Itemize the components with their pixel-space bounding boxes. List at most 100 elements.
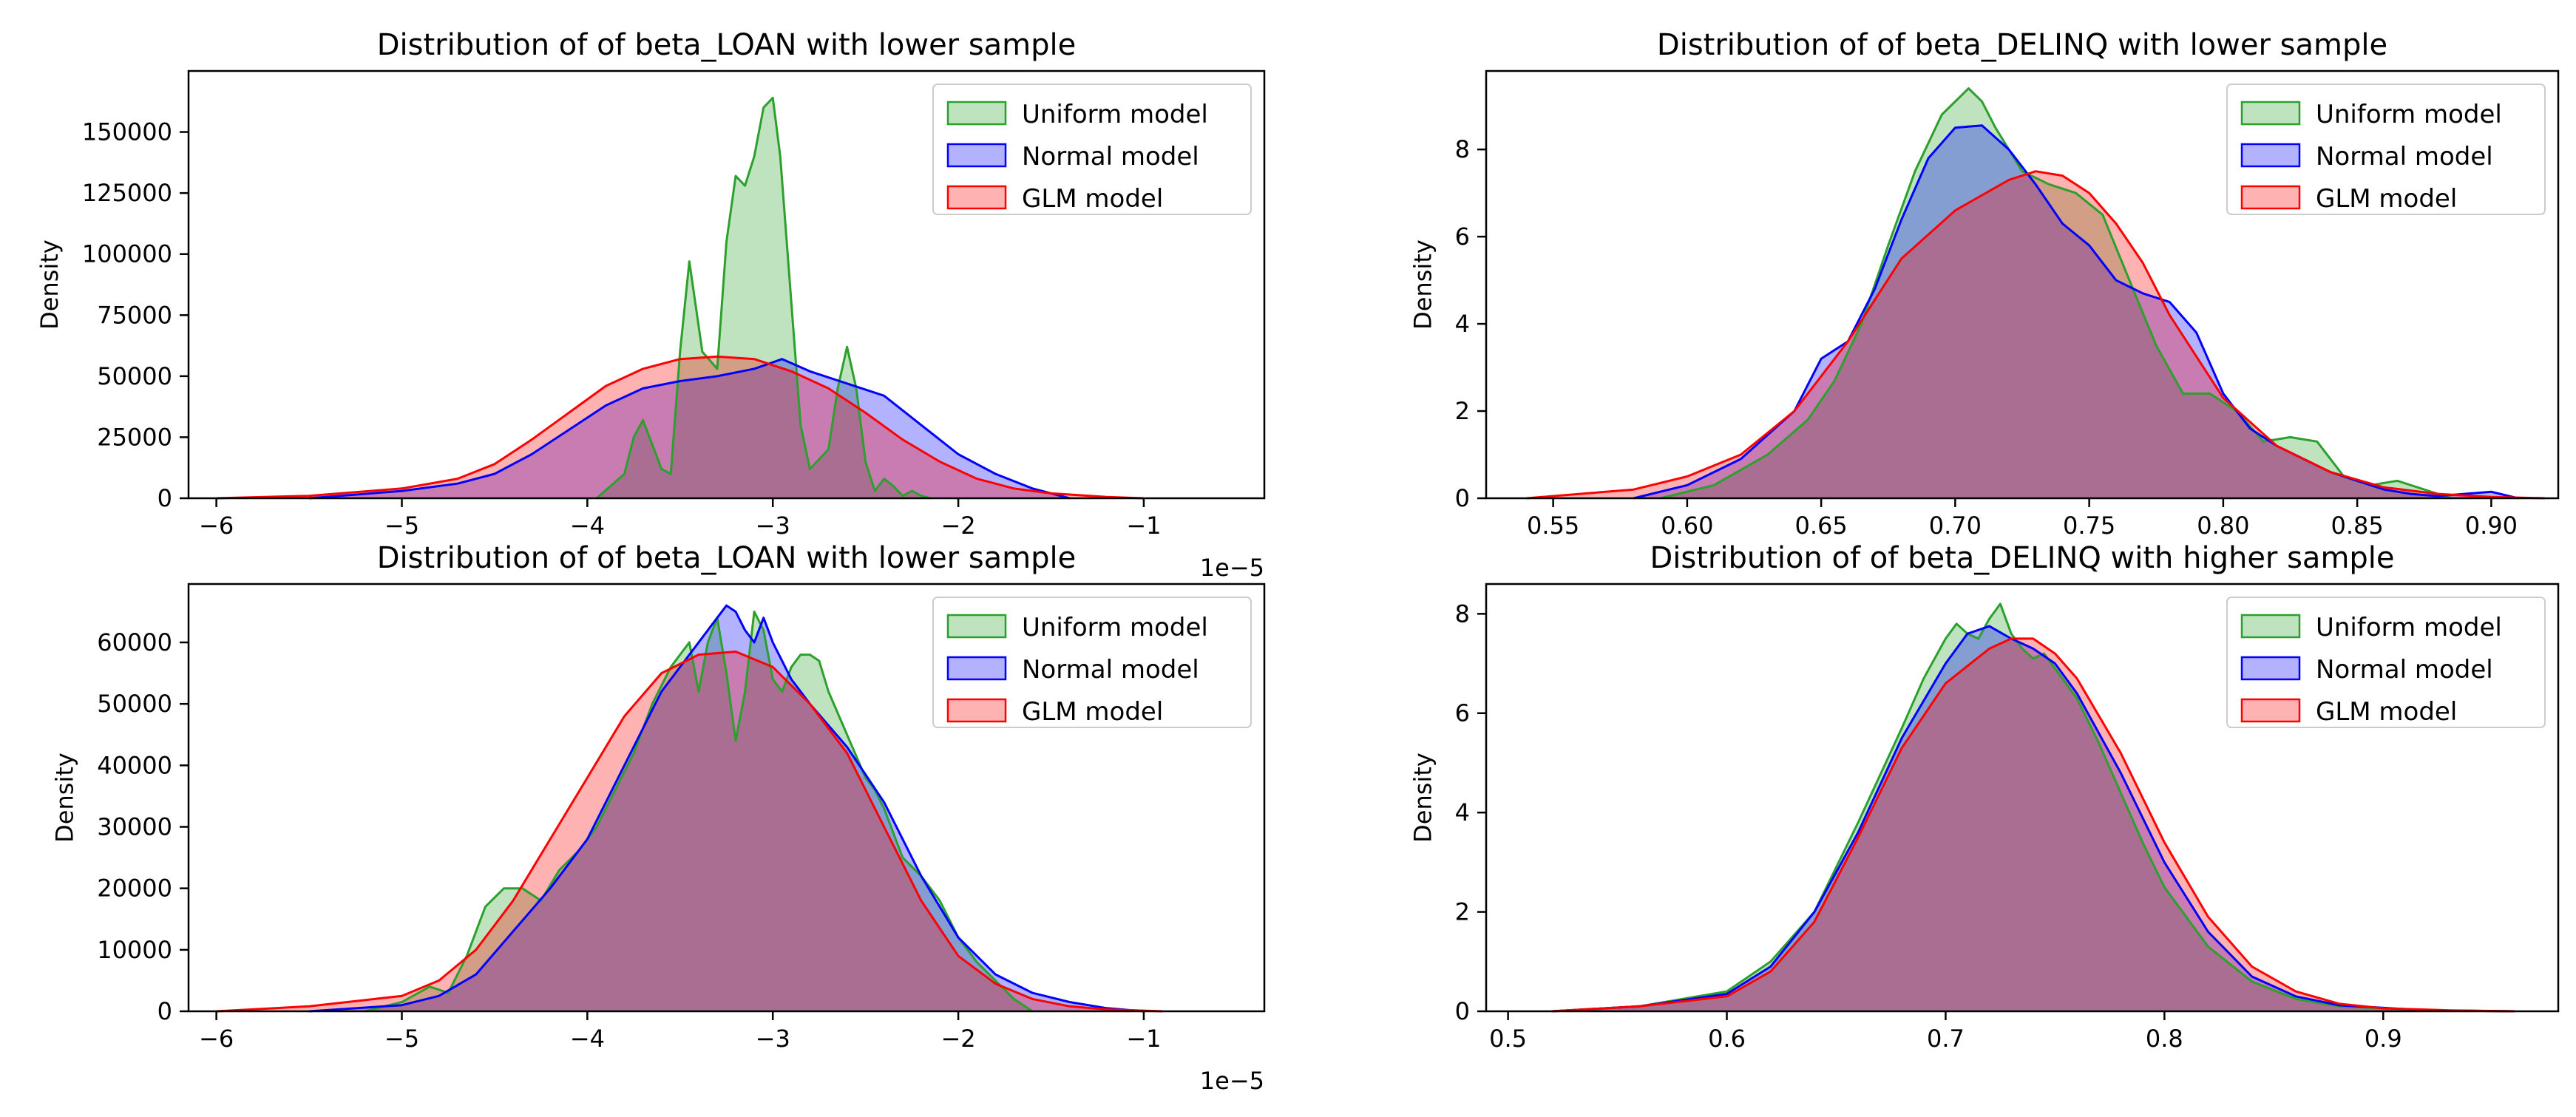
x-tick-label: 0.9	[2365, 1025, 2402, 1053]
legend-swatch	[946, 101, 1007, 126]
x-tick-label: −6	[199, 512, 234, 540]
x-tick-label: 0.60	[1661, 512, 1713, 540]
density-area-uniform-model	[1660, 88, 2451, 499]
x-axis-ticks: −6 −5 −4 −3 −2 −1	[199, 1011, 1162, 1053]
x-tick-label: 0.70	[1929, 512, 1982, 540]
x-tick-label: −5	[384, 512, 419, 540]
y-tick-label: 8	[1455, 600, 1470, 628]
legend-label: Uniform model	[1022, 100, 1208, 129]
axes-frame	[187, 583, 1266, 1013]
legend-label: Uniform model	[1022, 613, 1208, 642]
y-axis-label: Density	[51, 753, 79, 843]
density-line-glm-model	[1526, 170, 2545, 500]
legend-label: Normal model	[2316, 655, 2493, 685]
x-tick-label: 0.80	[2197, 512, 2249, 540]
y-tick-label: 100000	[82, 240, 172, 268]
legend-label: Normal model	[1022, 655, 1199, 685]
legend-frame	[932, 84, 1252, 215]
y-axis-label: Density	[1409, 753, 1437, 843]
legend-label: GLM model	[2316, 184, 2457, 214]
y-tick-label: 30000	[97, 813, 172, 841]
density-area-glm-model	[216, 356, 1144, 498]
legend-swatch	[2240, 698, 2301, 723]
density-line-glm-model	[216, 355, 1144, 500]
x-tick-label: 0.7	[1927, 1025, 1965, 1053]
density-area-normal-model	[1551, 626, 2515, 1011]
y-tick-label: 6	[1455, 223, 1470, 251]
legend-label: GLM model	[1022, 697, 1163, 727]
y-tick-label: 8	[1455, 135, 1470, 163]
density-line-uniform-model	[1660, 87, 2452, 500]
legend-swatch	[2240, 656, 2301, 681]
y-tick-label: 50000	[97, 690, 172, 718]
legend-swatch	[946, 185, 1007, 210]
panel-beta-loan-lower-2: −6 −5 −4 −3 −2 −1 0 10000 20000 30000 40000 50000 6…	[51, 541, 1266, 1095]
y-tick-label: 0	[1455, 997, 1470, 1025]
y-axis-ticks: 0 2 4 6 8	[1455, 135, 1486, 512]
density-area-uniform-model	[596, 98, 931, 499]
legend-label: GLM model	[1022, 184, 1163, 214]
y-tick-label: 50000	[97, 362, 172, 390]
x-axis-ticks: −6 −5 −4 −3 −2 −1	[199, 498, 1162, 540]
x-tick-label: 0.5	[1489, 1025, 1527, 1053]
x-tick-label: 0.75	[2063, 512, 2115, 540]
panel-beta-delinq-higher: 0.5 0.6 0.7 0.8 0.9 0 2 4 6 8 Distribution of of…	[1409, 541, 2560, 1053]
density-area-glm-model	[1551, 638, 2515, 1011]
density-areas	[216, 604, 1163, 1013]
y-tick-label: 0	[1455, 484, 1470, 512]
axes-frame	[187, 69, 1266, 500]
legend-swatch	[946, 614, 1007, 639]
y-axis-ticks: 0 25000 50000 75000 100000 125000 150000	[82, 118, 189, 512]
x-tick-label: 0.90	[2465, 512, 2518, 540]
x-axis-ticks: 0.5 0.6 0.7 0.8 0.9	[1489, 1011, 2402, 1053]
panel-beta-loan-lower-1: −6 −5 −4 −3 −2 −1 0 25000 50000 75000 100000 12500…	[35, 28, 1266, 582]
x-tick-label: 0.85	[2331, 512, 2384, 540]
density-area-normal-model	[309, 605, 1144, 1011]
y-axis-ticks: 0 10000 20000 30000 40000 50000 60000	[97, 628, 189, 1025]
density-area-normal-model	[309, 359, 1070, 498]
y-tick-label: 150000	[82, 118, 172, 146]
x-tick-label: 0.65	[1795, 512, 1848, 540]
legend-swatch	[946, 698, 1007, 723]
y-axis-ticks: 0 2 4 6 8	[1455, 600, 1486, 1025]
density-area-uniform-model	[1551, 603, 2515, 1011]
legend-swatch	[2240, 185, 2301, 210]
y-tick-label: 2	[1455, 898, 1470, 926]
density-line-uniform-model	[595, 96, 931, 500]
y-tick-label: 6	[1455, 699, 1470, 727]
panel-beta-delinq-lower: 0.55 0.60 0.65 0.70 0.75 0.80 0.85 0.90 0 2 4 6 8 D…	[1409, 28, 2560, 540]
legend: Uniform model Normal model GLM model	[932, 84, 1252, 215]
axes-frame	[1485, 69, 2560, 500]
chart-title: Distribution of of beta_LOAN with lower …	[377, 28, 1077, 62]
y-tick-label: 2	[1455, 397, 1470, 425]
legend-frame	[2226, 597, 2546, 728]
density-line-uniform-model	[364, 610, 1034, 1013]
legend: Uniform model Normal model GLM model	[932, 597, 1252, 728]
density-line-normal-model	[309, 604, 1145, 1013]
density-area-normal-model	[1633, 125, 2518, 498]
density-line-normal-model	[1551, 625, 2515, 1013]
x-tick-label: −4	[570, 512, 605, 540]
y-tick-label: 4	[1455, 798, 1470, 826]
density-areas	[1551, 602, 2515, 1013]
legend-swatch	[2240, 614, 2301, 639]
x-tick-label: 0.6	[1708, 1025, 1746, 1053]
y-tick-label: 10000	[97, 936, 172, 964]
x-tick-label: 0.55	[1527, 512, 1579, 540]
legend-swatch	[2240, 143, 2301, 168]
x-tick-label: −4	[570, 1025, 605, 1053]
legend-label: Normal model	[2316, 142, 2493, 172]
chart-title: Distribution of of beta_DELINQ with lowe…	[1657, 28, 2387, 62]
legend-label: GLM model	[2316, 697, 2457, 727]
x-tick-label: 0.8	[2146, 1025, 2183, 1053]
y-tick-label: 75000	[97, 301, 172, 329]
density-line-glm-model	[216, 651, 1163, 1013]
y-tick-label: 0	[157, 997, 172, 1025]
y-tick-label: 40000	[97, 751, 172, 779]
chart-title: Distribution of of beta_LOAN with lower …	[377, 541, 1077, 575]
chart-title: Distribution of of beta_DELINQ with high…	[1650, 541, 2394, 575]
x-tick-label: −1	[1126, 512, 1161, 540]
x-tick-label: −1	[1126, 1025, 1161, 1053]
legend-swatch	[946, 143, 1007, 168]
